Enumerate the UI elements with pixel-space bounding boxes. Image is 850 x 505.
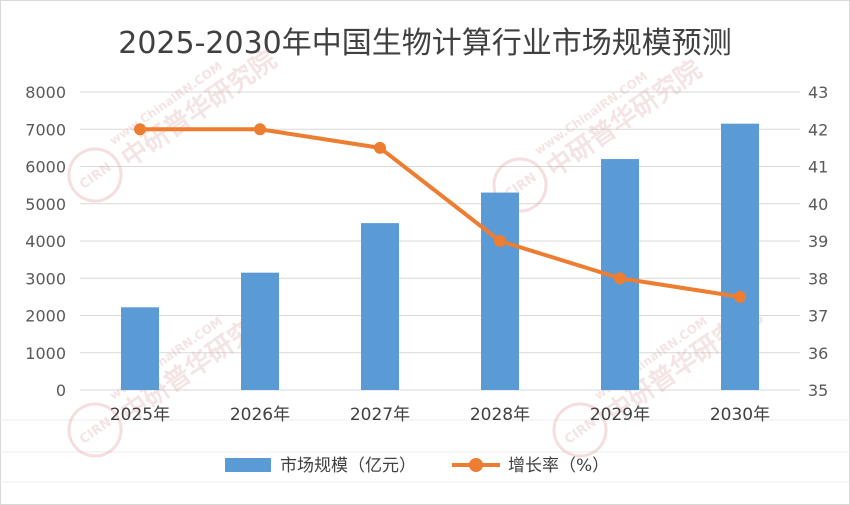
gridlines: [0, 91, 850, 483]
line-point: [734, 290, 746, 303]
right-tick-label: 38: [808, 269, 828, 288]
right-tick-label: 36: [808, 344, 828, 363]
right-tick-label: 42: [808, 120, 828, 139]
category-label: 2025年: [110, 405, 170, 425]
line-point: [254, 123, 266, 136]
watermark-badge: [552, 402, 608, 458]
bar: [241, 272, 279, 390]
right-tick-label: 41: [808, 158, 828, 177]
watermark-badge-text: CIRN: [77, 160, 115, 193]
left-tick-label: 3000: [25, 269, 66, 288]
left-tick-label: 7000: [25, 120, 66, 139]
legend-bar-swatch: [225, 458, 271, 472]
right-tick-label: 40: [808, 195, 828, 214]
right-tick-label: 37: [808, 307, 828, 326]
bar: [361, 223, 399, 390]
right-axis: 35 36 37 38 39 40 41 42 43: [808, 83, 828, 400]
line-point: [614, 272, 626, 285]
x-axis: 2025年 2026年 2027年 2028年 2029年 2030年: [110, 405, 770, 425]
category-label: 2026年: [230, 405, 290, 425]
growth-line: [140, 127, 741, 299]
watermark-text: 中研普华研究院: [115, 44, 282, 174]
right-tick-label: 35: [808, 381, 828, 400]
line-point: [374, 141, 386, 154]
left-tick-label: 6000: [25, 158, 66, 177]
left-tick-label: 0: [56, 381, 66, 400]
left-axis: 0 1000 2000 3000 4000 5000 6000 7000 8000: [25, 83, 66, 400]
category-label: 2030年: [710, 405, 770, 425]
chart-title: 2025-2030年中国生物计算行业市场规模预测: [118, 26, 732, 61]
legend-bar-label: 市场规模（亿元）: [280, 456, 416, 476]
bar: [121, 307, 159, 390]
right-tick-label: 39: [808, 232, 828, 251]
legend: 市场规模（亿元） 增长率（%）: [225, 456, 609, 476]
left-tick-label: 2000: [25, 307, 66, 326]
line-point: [134, 123, 146, 136]
left-tick-label: 8000: [25, 83, 66, 102]
line-series: [134, 123, 746, 303]
left-tick-label: 4000: [25, 232, 66, 251]
watermarks: CIRNwww.ChinaIRN.COM中研普华研究院CIRNwww.China…: [67, 44, 767, 458]
left-tick-label: 1000: [25, 344, 66, 363]
watermark-badge: [67, 402, 123, 458]
category-label: 2029年: [590, 405, 650, 425]
legend-line-marker: [469, 458, 483, 472]
category-label: 2028年: [470, 405, 530, 425]
bar: [721, 123, 759, 390]
left-tick-label: 5000: [25, 195, 66, 214]
watermark-badge: [67, 147, 123, 203]
bar: [481, 192, 519, 390]
legend-line-label: 增长率（%）: [508, 456, 609, 476]
category-label: 2027年: [350, 405, 410, 425]
right-tick-label: 43: [808, 83, 828, 102]
line-point: [494, 235, 506, 247]
